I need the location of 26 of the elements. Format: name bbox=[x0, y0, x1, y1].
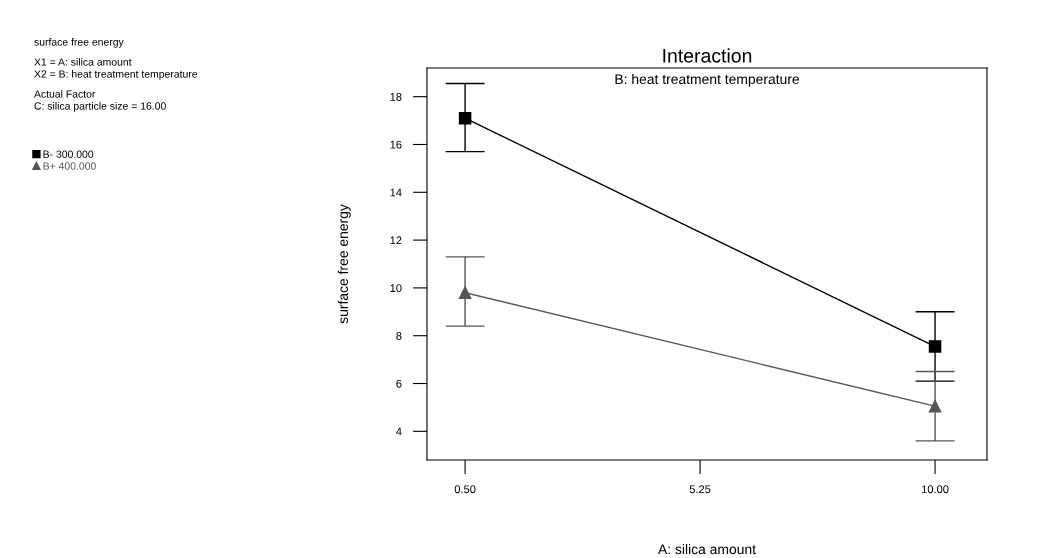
point bbox=[458, 111, 472, 125]
y-tick-label: 6 bbox=[396, 379, 402, 388]
point bbox=[928, 399, 942, 413]
y-tick-label: 10 bbox=[390, 284, 402, 293]
text: X2 = B: heat treatment temperature bbox=[34, 70, 198, 80]
x-tick-label: 0.50 bbox=[454, 485, 476, 494]
point bbox=[458, 286, 472, 299]
x-tick-label: 5.25 bbox=[689, 485, 711, 494]
text: C: silica particle size = 16.00 bbox=[34, 102, 166, 112]
y-tick-label: 4 bbox=[396, 427, 402, 436]
y-tick-label: 16 bbox=[390, 140, 402, 149]
point bbox=[928, 340, 942, 353]
chart-title: Interaction bbox=[663, 48, 752, 63]
x-tick-label: 10.00 bbox=[922, 485, 949, 494]
text: Actual Factor bbox=[34, 90, 96, 98]
y-tick-label: 8 bbox=[396, 331, 402, 340]
y-tick-label: 18 bbox=[390, 92, 402, 101]
legend-label: B- 300.000 bbox=[43, 150, 94, 158]
x-axis-title: A: silica amount bbox=[658, 543, 756, 555]
text: surface free energy bbox=[34, 38, 124, 48]
chart-subtitle: B: heat treatment temperature bbox=[615, 73, 800, 87]
legend-label: B+ 400.000 bbox=[43, 162, 96, 170]
y-axis-title: surface free energy bbox=[337, 204, 351, 324]
y-tick-label: 14 bbox=[390, 188, 402, 197]
text: X1 = A: silica amount bbox=[34, 58, 132, 66]
y-tick-label: 12 bbox=[390, 236, 402, 245]
